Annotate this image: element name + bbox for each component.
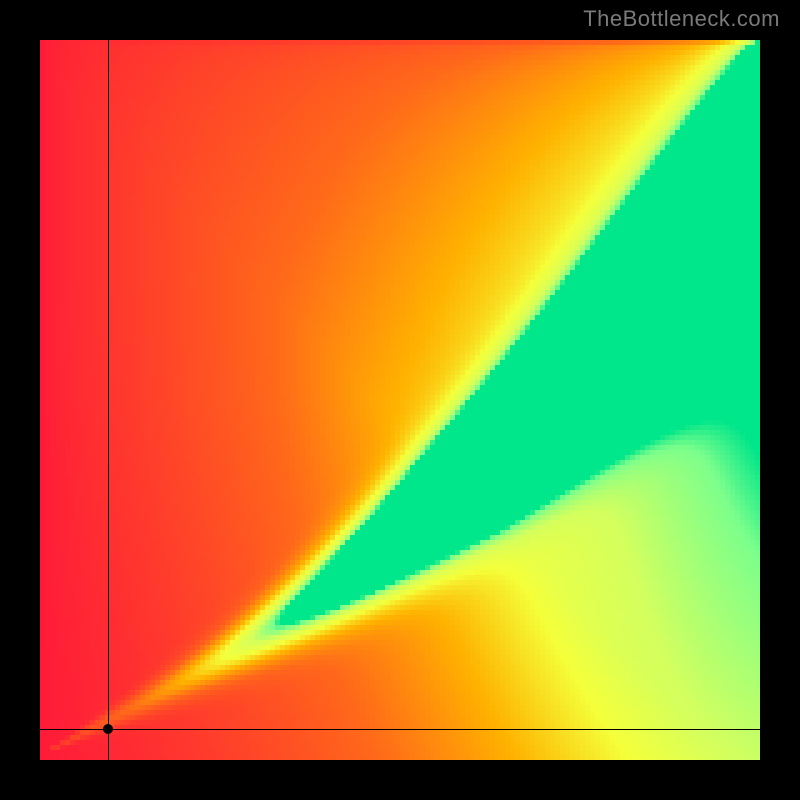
crosshair-marker <box>103 724 113 734</box>
chart-container: TheBottleneck.com <box>0 0 800 800</box>
crosshair-vertical <box>108 40 109 760</box>
watermark-text: TheBottleneck.com <box>583 6 780 32</box>
heatmap-canvas <box>40 40 760 760</box>
heatmap-plot-area <box>40 40 760 760</box>
crosshair-horizontal <box>40 729 760 730</box>
